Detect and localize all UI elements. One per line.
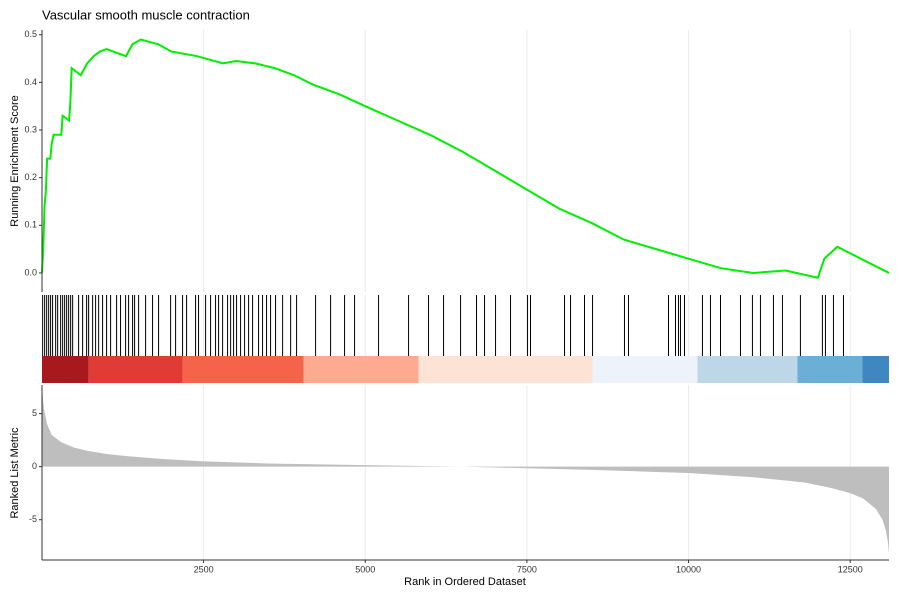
y-tick-label: 0.3	[24, 124, 37, 134]
chart-title: Vascular smooth muscle contraction	[42, 7, 250, 22]
ranked-metric-area	[42, 387, 889, 554]
color-band	[418, 356, 593, 383]
x-tick-label: 2500	[194, 564, 214, 574]
x-tick-label: 7500	[517, 564, 537, 574]
x-axis-title: Rank in Ordered Dataset	[404, 576, 526, 588]
y-tick-label: 5	[32, 408, 37, 418]
y-tick-label: 0.5	[24, 29, 37, 39]
y-axis-title: Running Enrichment Score	[9, 95, 21, 226]
y-axis-title: Ranked List Metric	[9, 427, 21, 519]
x-tick-label: 5000	[355, 564, 375, 574]
color-band	[592, 356, 698, 383]
color-band	[797, 356, 863, 383]
color-band	[88, 356, 183, 383]
color-band	[182, 356, 304, 383]
y-tick-label: 0.1	[24, 220, 37, 230]
color-band	[862, 356, 889, 383]
y-tick-label: 0.0	[24, 267, 37, 277]
enrichment-line	[41, 38, 890, 279]
y-tick-label: 0.4	[24, 77, 37, 87]
color-band	[42, 356, 89, 383]
color-band	[303, 356, 419, 383]
x-tick-label: 10000	[676, 564, 701, 574]
x-tick-label: 12500	[838, 564, 863, 574]
y-tick-label: -5	[29, 514, 37, 524]
y-tick-label: 0	[32, 461, 37, 471]
color-band	[697, 356, 798, 383]
y-tick-label: 0.2	[24, 172, 37, 182]
